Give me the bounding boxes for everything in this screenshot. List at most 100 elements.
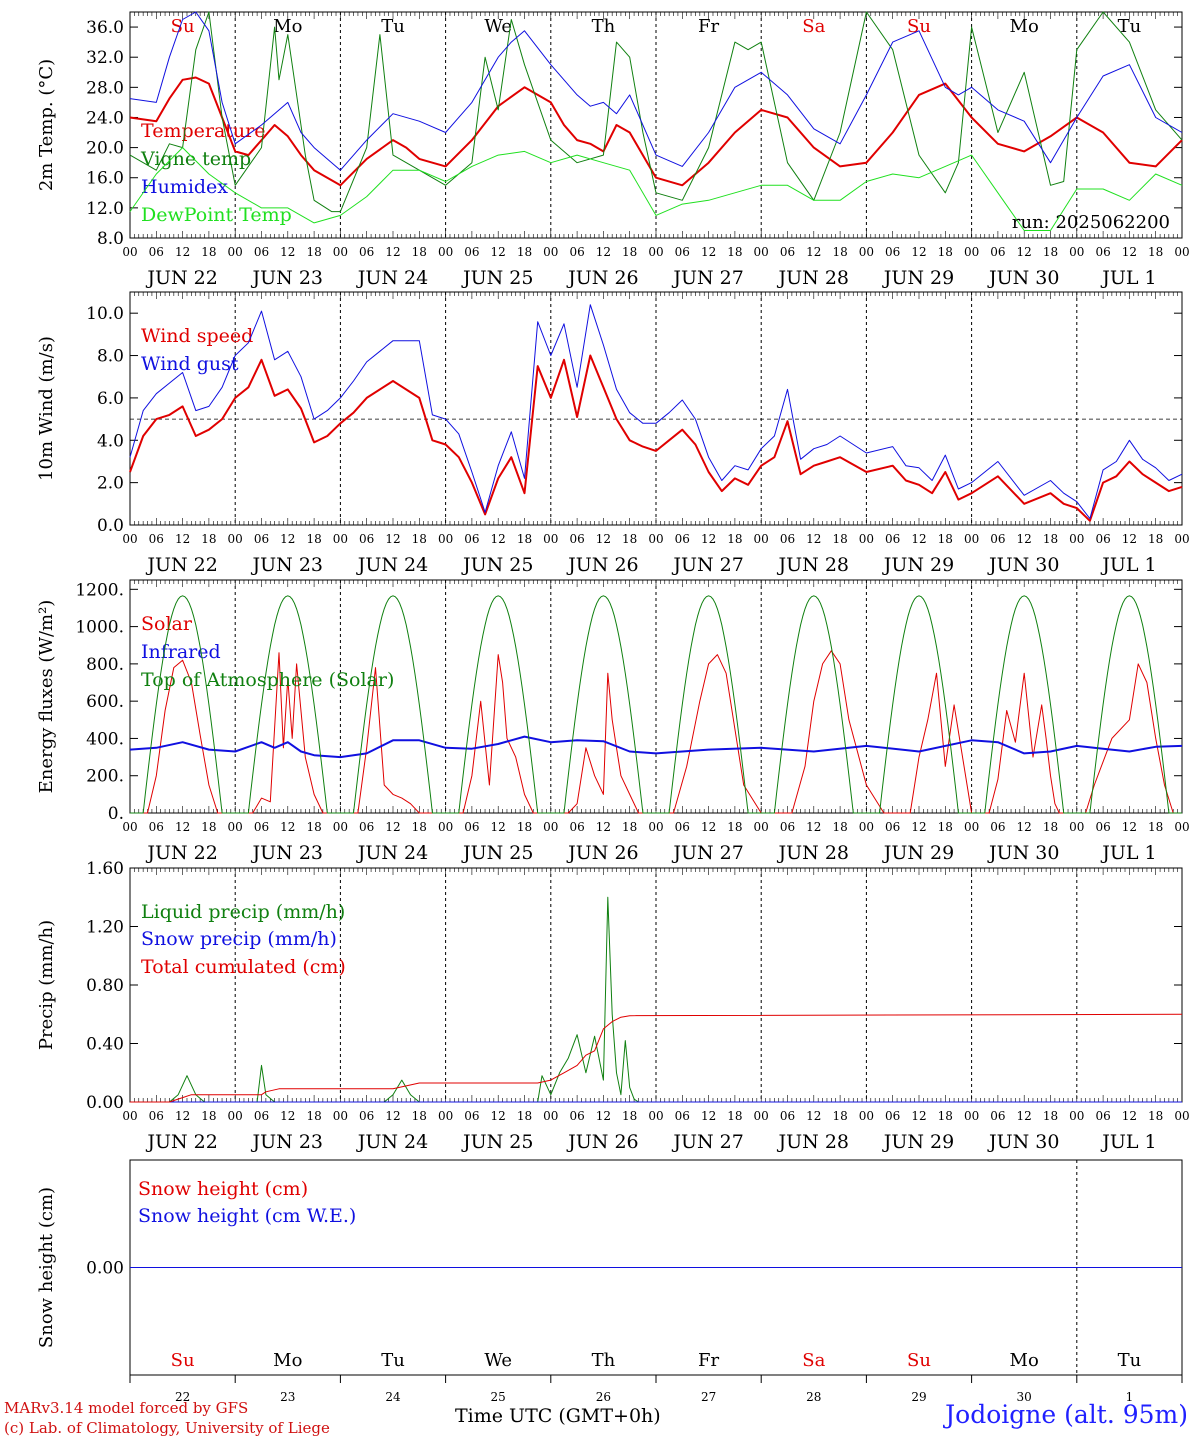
hour-tick-label: 12 [280,532,295,546]
weekday-label: Mo [1010,1350,1039,1371]
hour-tick-label: 00 [648,820,663,834]
hour-tick-label: 12 [1122,820,1137,834]
date-label: JUN 25 [461,267,533,289]
y-tick-label: 1000. [75,618,124,638]
y-tick-label: 400. [86,729,124,749]
hour-tick-label: 00 [228,532,243,546]
hour-tick-label: 12 [1017,245,1032,259]
hour-tick-label: 00 [228,820,243,834]
hour-tick-label: 12 [1122,532,1137,546]
hour-tick-label: 00 [964,245,979,259]
day-number-label: 27 [701,1390,716,1404]
date-label: JUN 26 [566,554,638,576]
hour-tick-label: 00 [333,1109,348,1123]
hour-tick-label: 12 [806,1109,821,1123]
hour-tick-label: 18 [1148,1109,1163,1123]
hour-tick-label: 18 [201,820,216,834]
y-tick-label: 28.0 [86,78,124,98]
hour-tick-label: 12 [280,245,295,259]
date-label: JUN 23 [251,1131,323,1153]
date-label: JUN 26 [566,842,638,864]
hour-tick-label: 18 [412,245,427,259]
weekday-label: Su [907,1350,931,1371]
weekday-label: Mo [1010,16,1039,37]
hour-tick-label: 18 [832,245,847,259]
hour-tick-label: 12 [385,532,400,546]
hour-tick-label: 06 [675,820,690,834]
hour-tick-label: 00 [1174,1109,1189,1123]
legend-entry: Temperature [141,120,265,142]
copyright-credit: (c) Lab. of Climatology, University of L… [4,1419,330,1437]
hour-tick-label: 06 [990,532,1005,546]
legend-entry: Solar [141,613,193,635]
legend-entry: Snow height (cm) [138,1178,308,1200]
hour-tick-label: 00 [754,820,769,834]
station-name: Jodoigne (alt. 95m) [945,1400,1188,1429]
hour-tick-label: 18 [412,820,427,834]
hour-tick-label: 06 [464,820,479,834]
hour-tick-label: 12 [596,820,611,834]
hour-tick-label: 00 [754,245,769,259]
hour-tick-label: 06 [990,245,1005,259]
y-tick-label: 0.40 [86,1035,124,1055]
weekday-label: Th [592,1350,616,1371]
hour-tick-label: 06 [1095,1109,1110,1123]
hour-tick-label: 00 [754,1109,769,1123]
hour-tick-label: 00 [543,532,558,546]
date-label: JUL 1 [1100,1131,1156,1153]
series-line-vigne-temp [129,11,1183,213]
date-label: JUN 24 [356,842,428,864]
hour-tick-label: 12 [911,820,926,834]
weekday-label: Tu [381,1350,405,1371]
y-tick-label: 24.0 [86,108,124,128]
hour-tick-label: 06 [149,245,164,259]
y-axis-label: Precip (mm/h) [36,920,57,1050]
legend-entry: Liquid precip (mm/h) [141,901,345,923]
hour-tick-label: 00 [1174,820,1189,834]
legend-entry: Wind gust [141,353,239,375]
legend-entry: Wind speed [141,325,253,347]
hour-tick-label: 18 [727,245,742,259]
series-line-wind-speed [129,354,1183,522]
date-label: JUN 26 [566,1131,638,1153]
y-tick-label: 4.0 [97,431,124,451]
hour-tick-label: 18 [622,532,637,546]
date-label: JUN 30 [987,554,1059,576]
day-number-label: 28 [806,1390,821,1404]
legend-entry: Top of Atmosphere (Solar) [141,669,394,691]
hour-tick-label: 12 [1017,1109,1032,1123]
hour-tick-label: 12 [175,1109,190,1123]
hour-tick-label: 06 [780,1109,795,1123]
y-axis-label: Snow height (cm) [36,1187,57,1348]
hour-tick-label: 18 [306,820,321,834]
date-label: JUN 22 [145,1131,217,1153]
hour-tick-label: 06 [569,532,584,546]
y-tick-label: 800. [86,655,124,675]
hour-tick-label: 12 [491,820,506,834]
hour-tick-label: 06 [990,1109,1005,1123]
y-axis-label: 10m Wind (m/s) [36,336,57,481]
hour-tick-label: 12 [491,532,506,546]
hour-tick-label: 00 [438,820,453,834]
hour-tick-label: 18 [517,820,532,834]
hour-tick-label: 06 [780,532,795,546]
weekday-label: Tu [1118,16,1142,37]
date-label: JUN 29 [882,842,954,864]
hour-tick-label: 18 [1043,820,1058,834]
hour-tick-label: 12 [806,245,821,259]
hour-tick-label: 18 [727,532,742,546]
hour-tick-label: 00 [964,820,979,834]
hour-tick-label: 00 [438,245,453,259]
day-number-label: 1 [1126,1390,1134,1404]
hour-tick-label: 12 [280,1109,295,1123]
hour-tick-label: 00 [333,532,348,546]
hour-tick-label: 12 [806,820,821,834]
weekday-label: We [484,16,512,37]
date-label: JUN 29 [882,267,954,289]
y-tick-label: 0.80 [86,976,124,996]
hour-tick-label: 00 [859,820,874,834]
hour-tick-label: 06 [359,532,374,546]
hour-tick-label: 00 [122,245,137,259]
y-axis-label: 2m Temp. (°C) [36,59,57,191]
